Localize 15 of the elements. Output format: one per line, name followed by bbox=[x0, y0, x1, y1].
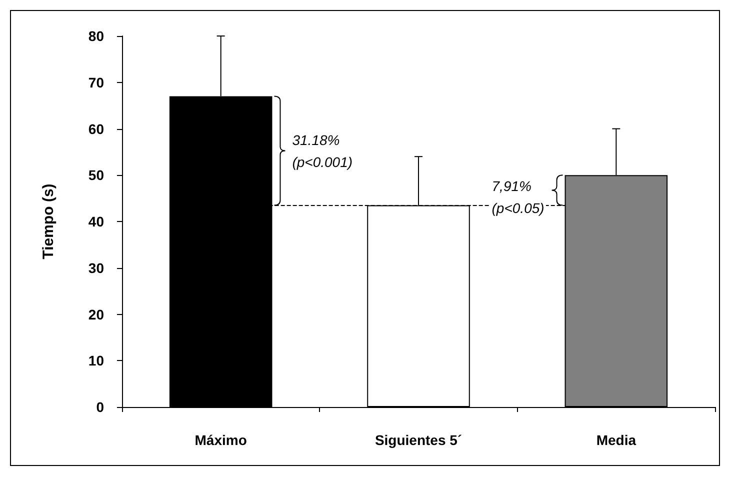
y-tick-label: 20 bbox=[88, 306, 104, 322]
y-tick-label: 60 bbox=[88, 120, 104, 137]
annotation: 7,91% (p<0.05) bbox=[490, 175, 546, 220]
annotation: 31.18% (p<0.001) bbox=[290, 128, 355, 173]
y-tick-label: 50 bbox=[88, 167, 104, 184]
x-tick-label: Siguientes 5´ bbox=[374, 432, 462, 448]
y-tick-label: 0 bbox=[96, 399, 104, 415]
y-tick-label: 10 bbox=[88, 352, 104, 369]
y-tick-label: 40 bbox=[88, 214, 104, 230]
y-tick-label: 80 bbox=[88, 28, 104, 44]
y-axis-title: Tiempo (s) bbox=[40, 184, 57, 260]
x-tick-label: Máximo bbox=[194, 432, 247, 448]
x-tick-label: Media bbox=[596, 432, 636, 448]
y-tick-label: 70 bbox=[88, 74, 104, 90]
y-tick-label: 30 bbox=[88, 260, 104, 276]
